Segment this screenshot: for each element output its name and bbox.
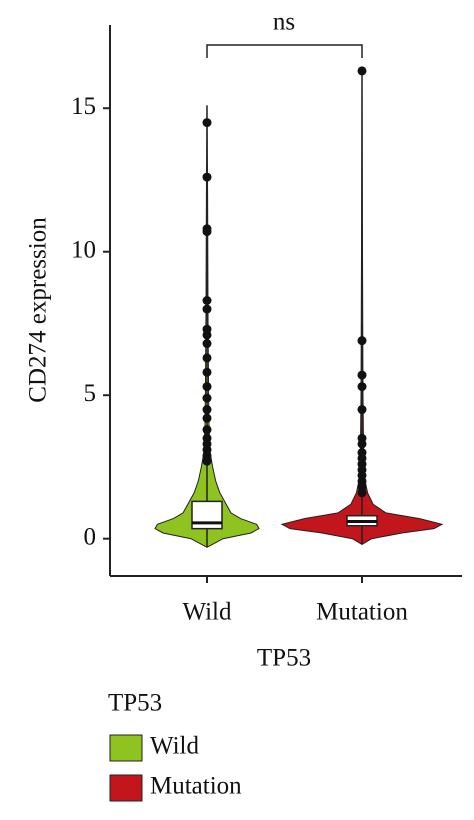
- outlier: [202, 405, 212, 415]
- x-tick-label: Wild: [183, 599, 232, 626]
- outlier: [202, 296, 212, 305]
- outlier: [357, 66, 367, 76]
- outlier: [202, 304, 212, 314]
- annotation: ns: [273, 9, 295, 36]
- outlier: [357, 336, 367, 346]
- outlier: [357, 382, 367, 392]
- outlier: [202, 353, 212, 363]
- outlier: [357, 405, 367, 415]
- legend-title: TP53: [108, 690, 162, 717]
- y-tick-label: 0: [84, 523, 97, 550]
- outlier: [357, 370, 367, 380]
- legend-swatch: [109, 774, 143, 802]
- x-axis-label: TP53: [257, 645, 311, 672]
- y-axis-label: CD274 expression: [25, 217, 52, 403]
- outlier: [202, 172, 212, 182]
- outlier: [202, 118, 212, 128]
- outlier: [202, 413, 212, 423]
- outlier: [202, 425, 212, 435]
- outlier: [202, 456, 212, 466]
- box: [191, 500, 223, 530]
- outlier: [202, 330, 212, 340]
- outlier: [357, 488, 367, 498]
- significance-bracket: [206, 44, 363, 58]
- outlier: [202, 339, 212, 349]
- y-tick-label: 15: [71, 93, 96, 120]
- outlier: [202, 367, 212, 377]
- outlier: [202, 227, 212, 237]
- outlier: [357, 439, 367, 449]
- x-tick-label: Mutation: [316, 599, 408, 626]
- y-tick-label: 5: [84, 380, 97, 407]
- legend-label: Mutation: [150, 773, 242, 800]
- y-tick-label: 10: [71, 236, 96, 263]
- outlier: [202, 393, 212, 403]
- legend-swatch: [109, 734, 143, 762]
- legend-label: Wild: [150, 733, 199, 760]
- outlier: [202, 382, 212, 392]
